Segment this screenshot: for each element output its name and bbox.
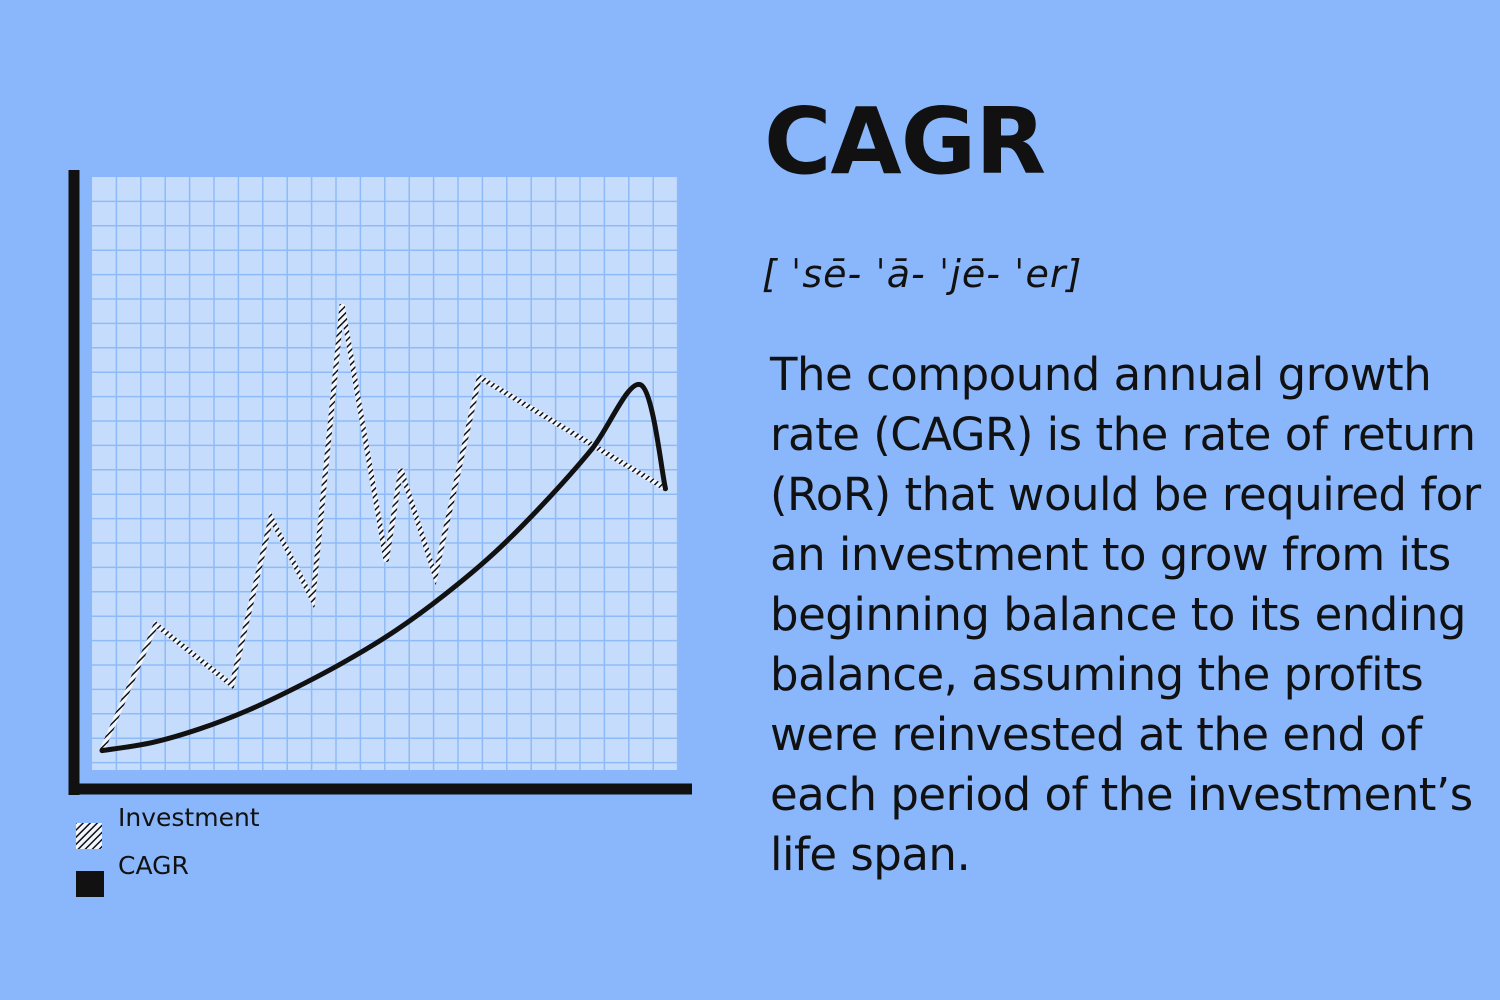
legend-investment-label: Investment [118,803,260,832]
series-line-cagr [99,382,668,754]
page-title: CAGR [764,88,1046,195]
definition-line: beginning balance to its ending [770,588,1466,641]
legend-cagr-label: CAGR [118,851,189,880]
definition-line: an investment to grow from its [770,528,1451,581]
definition-line: balance, assuming the profits [770,648,1424,701]
legend-cagr-swatch [76,871,104,897]
grid-lines [92,177,679,770]
series-line-investment [99,303,667,752]
definition-line: life span. [770,828,971,881]
series-layer [99,303,668,754]
definition-line: were reinvested at the end of [770,708,1422,761]
definition-line: (RoR) that would be required for [770,468,1481,521]
legend-investment-swatch [76,823,102,849]
definition-text: The compound annual growth rate (CAGR) i… [770,345,1500,885]
definition-line: each period of the investment’s [770,768,1473,821]
definition-line: The compound annual growth [770,348,1432,401]
definition-line: rate (CAGR) is the rate of return [770,408,1476,461]
pronunciation: [ ˈsē- ˈā- ˈjē- ˈer] [762,252,1083,296]
